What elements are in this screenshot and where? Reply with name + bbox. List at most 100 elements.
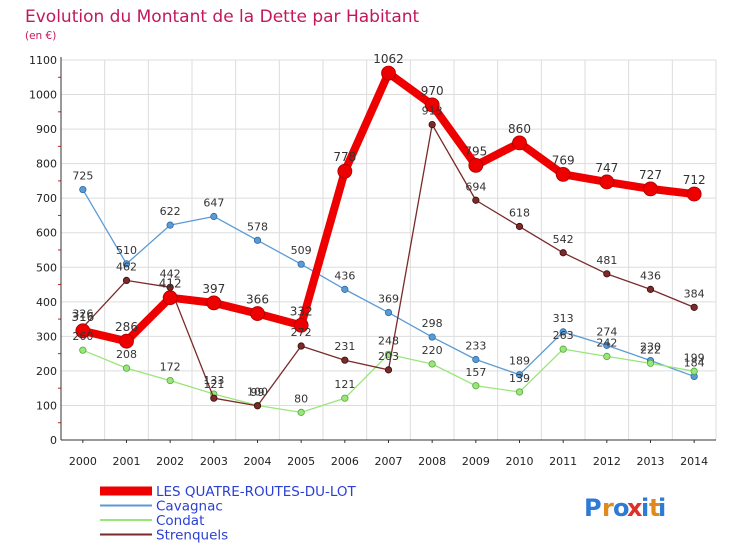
data-label: 189 (509, 355, 530, 368)
axes: 0 100 200 300 400 500 600 700 800 900 1000 1100 2000… (29, 54, 716, 468)
data-label: 121 (334, 378, 355, 391)
x-tick-label: 2006 (331, 455, 359, 468)
chart-subtitle: (en €) (25, 30, 56, 42)
data-label: 139 (509, 372, 530, 385)
data-point (559, 345, 567, 353)
data-point (468, 157, 484, 173)
data-point (690, 367, 698, 375)
x-tick-label: 2004 (244, 455, 272, 468)
data-point (250, 306, 265, 321)
data-label: 222 (640, 343, 661, 356)
y-tick-label: 0 (50, 434, 57, 447)
data-point (428, 360, 436, 368)
data-point (515, 388, 524, 396)
data-point (341, 285, 349, 293)
data-point (122, 260, 131, 268)
logo-letter: o (613, 494, 630, 522)
data-label: 578 (247, 220, 268, 233)
y-tick-label: 1100 (29, 54, 57, 67)
data-label: 622 (160, 205, 181, 218)
data-point (384, 308, 393, 317)
logo-letter: i (658, 494, 666, 522)
data-label: 99 (251, 386, 265, 399)
data-point (122, 276, 131, 284)
data-label: 272 (291, 326, 312, 339)
data-point (686, 186, 702, 202)
data-label: 913 (422, 105, 443, 118)
data-label: 436 (334, 269, 355, 282)
y-tick-label: 200 (36, 365, 57, 378)
data-label: 795 (464, 144, 487, 158)
legend-label: Condat (156, 513, 204, 529)
data-point (166, 376, 174, 385)
data-label: 233 (465, 340, 486, 353)
data-label: 397 (202, 282, 225, 296)
data-point (253, 236, 262, 244)
x-tick-label: 2005 (287, 455, 315, 468)
data-point (119, 333, 134, 349)
data-label: 248 (378, 334, 399, 347)
data-label: 100 (247, 385, 268, 398)
x-tick-label: 2009 (462, 455, 490, 468)
y-tick-label: 400 (36, 296, 57, 309)
data-point (297, 408, 305, 416)
data-label: 462 (116, 260, 137, 273)
data-label: 542 (553, 233, 574, 246)
y-tick-label: 600 (36, 227, 57, 240)
data-point (515, 222, 524, 231)
logo-letter: x (627, 494, 643, 522)
x-tick-label: 2010 (506, 455, 534, 468)
data-point (162, 290, 178, 306)
logo-letter: i (641, 494, 649, 522)
data-point (512, 135, 527, 151)
data-point (472, 355, 480, 364)
data-point (555, 166, 571, 182)
y-tick-label: 300 (36, 330, 57, 343)
data-label: 712 (683, 173, 706, 187)
x-tick-label: 2008 (418, 455, 446, 468)
data-label: 860 (508, 122, 531, 136)
data-point (428, 333, 436, 341)
legend-label: Cavagnac (156, 499, 223, 515)
data-label: 369 (378, 293, 399, 306)
y-tick-label: 1000 (29, 89, 57, 102)
x-tick-label: 2013 (637, 455, 665, 468)
data-point (424, 97, 440, 113)
logo-letter: r (602, 494, 614, 522)
x-tick-label: 2014 (680, 455, 708, 468)
data-label: 80 (294, 392, 308, 405)
data-point (646, 285, 655, 293)
data-label: 260 (72, 330, 93, 343)
data-label: 313 (553, 312, 574, 325)
x-tick-label: 2011 (549, 455, 577, 468)
y-tick-label: 500 (36, 261, 57, 274)
data-label: 121 (203, 378, 224, 391)
data-label: 481 (596, 254, 617, 267)
data-labels: 7255106226475785094363692982331893132742… (71, 52, 705, 405)
data-label: 747 (595, 161, 618, 175)
x-tick-label: 2012 (593, 455, 621, 468)
data-point (79, 346, 87, 354)
x-tick-label: 2007 (375, 455, 403, 468)
data-label: 231 (334, 340, 355, 353)
data-label: 366 (246, 293, 269, 307)
x-tick-label: 2002 (156, 455, 184, 468)
legend: LES QUATRE-ROUTES-DU-LOTCavagnacCondatSt… (100, 484, 357, 544)
data-point (297, 342, 305, 350)
legend-label: Strenquels (156, 528, 228, 544)
y-tick-label: 700 (36, 192, 57, 205)
data-point (472, 196, 480, 204)
data-point (341, 394, 349, 402)
data-label: 172 (160, 361, 181, 374)
data-point (643, 181, 658, 197)
data-point (603, 341, 611, 349)
data-label: 242 (596, 336, 617, 349)
series-layer (75, 65, 702, 416)
logo-letter: P (584, 494, 602, 522)
data-point (428, 121, 436, 129)
data-point (559, 328, 567, 336)
data-label: 436 (640, 269, 661, 282)
data-label: 208 (116, 348, 137, 361)
